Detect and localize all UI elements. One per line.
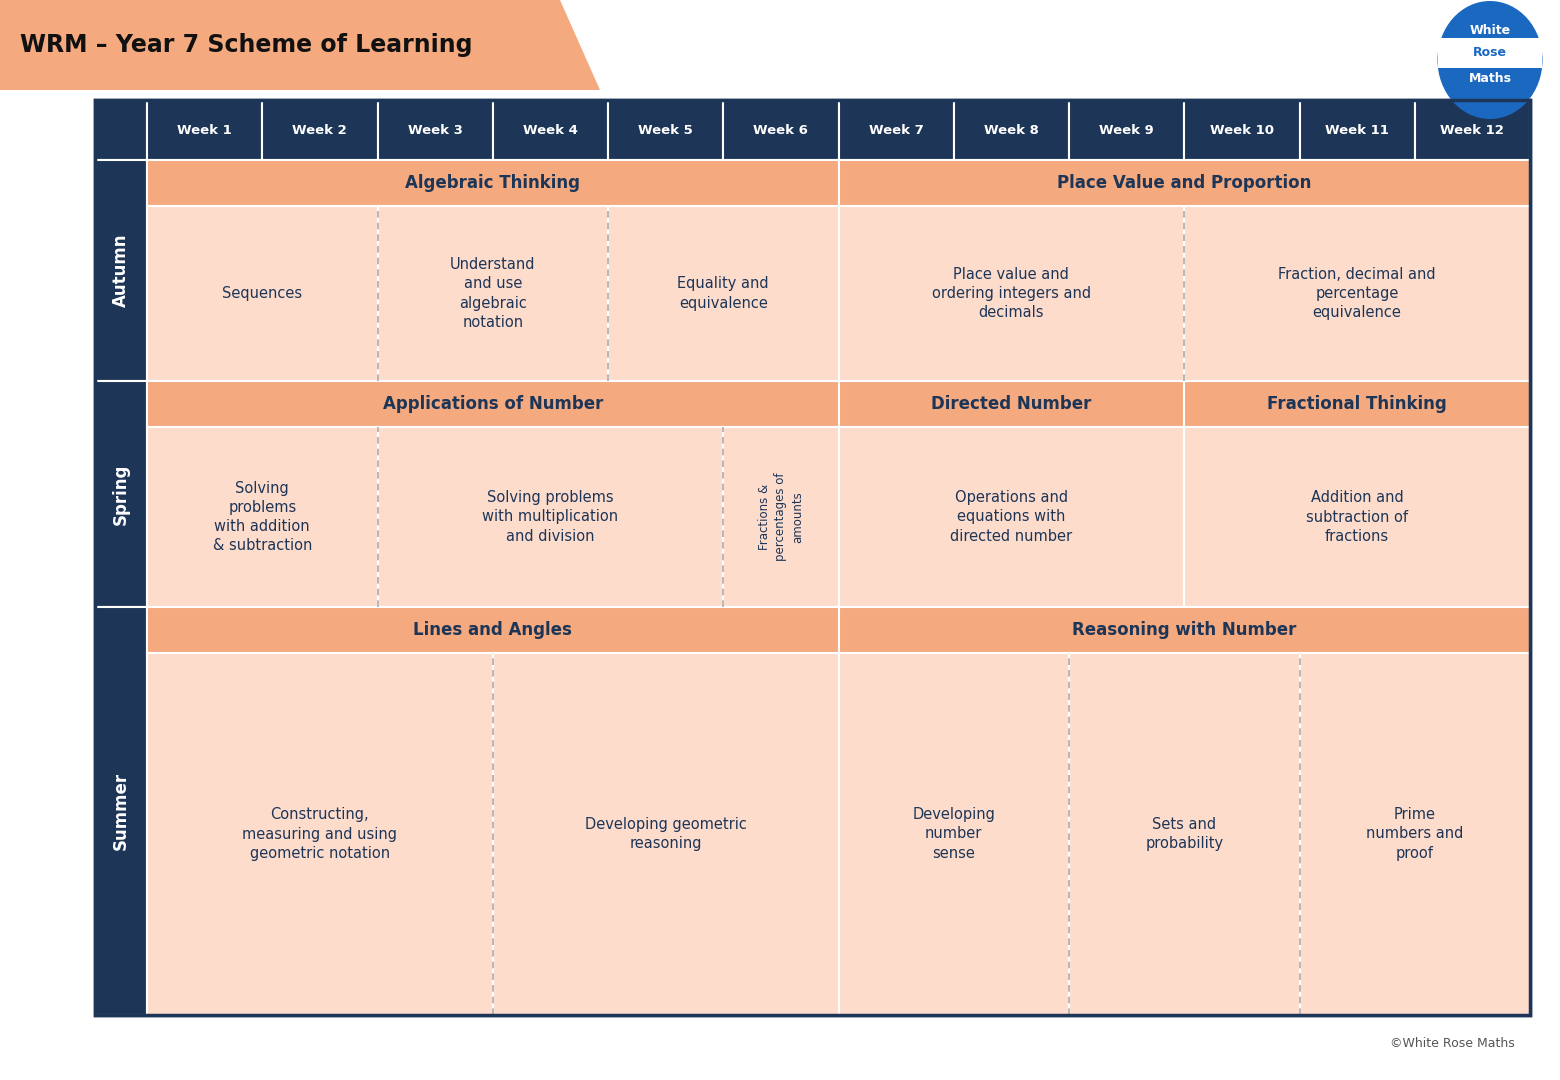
Text: Lines and Angles: Lines and Angles [413, 621, 573, 639]
Bar [95, 100, 147, 160]
Text: Fractional Thinking: Fractional Thinking [1267, 395, 1448, 413]
Text: Week 1: Week 1 [178, 123, 232, 136]
Bar [493, 100, 608, 160]
Bar [1415, 100, 1530, 160]
Text: Developing
number
sense: Developing number sense [913, 808, 995, 861]
Text: WRM – Year 7 Scheme of Learning: WRM – Year 7 Scheme of Learning [20, 33, 473, 57]
Text: Addition and
subtraction of
fractions: Addition and subtraction of fractions [1306, 490, 1409, 543]
Bar [378, 100, 493, 160]
Text: Week 7: Week 7 [869, 123, 924, 136]
Text: Week 9: Week 9 [1100, 123, 1154, 136]
Bar [1184, 381, 1530, 427]
Text: Directed Number: Directed Number [931, 395, 1092, 413]
Bar [95, 100, 1530, 1015]
Text: Sets and
probability: Sets and probability [1145, 816, 1223, 851]
Bar [724, 427, 839, 607]
Text: Reasoning with Number: Reasoning with Number [1072, 621, 1296, 639]
Text: Algebraic Thinking: Algebraic Thinking [406, 174, 580, 192]
Text: Week 11: Week 11 [1324, 123, 1388, 136]
Polygon shape [0, 0, 601, 90]
Bar [493, 653, 839, 1015]
Bar [147, 427, 378, 607]
Text: Week 12: Week 12 [1440, 123, 1504, 136]
Bar [147, 381, 839, 427]
Text: Understand
and use
algebraic
notation: Understand and use algebraic notation [449, 257, 535, 329]
Text: Week 4: Week 4 [523, 123, 577, 136]
Bar [95, 607, 147, 1015]
Text: Place value and
ordering integers and
decimals: Place value and ordering integers and de… [931, 267, 1090, 320]
Text: Operations and
equations with
directed number: Operations and equations with directed n… [950, 490, 1072, 543]
Bar [1299, 100, 1415, 160]
Bar [839, 160, 1530, 206]
Bar [1184, 100, 1299, 160]
Text: Developing geometric
reasoning: Developing geometric reasoning [585, 816, 747, 851]
Text: Rose: Rose [1473, 45, 1507, 58]
Bar [1299, 653, 1530, 1015]
Text: Week 6: Week 6 [753, 123, 808, 136]
Bar [839, 206, 1184, 381]
Text: White: White [1470, 24, 1510, 37]
Bar [147, 607, 839, 653]
Bar [839, 653, 1069, 1015]
Text: Week 5: Week 5 [638, 123, 693, 136]
Bar [1184, 206, 1530, 381]
Text: Week 3: Week 3 [407, 123, 463, 136]
Bar [953, 100, 1069, 160]
Text: Summer: Summer [112, 772, 129, 850]
Text: Fractions &
percentages of
amounts: Fractions & percentages of amounts [758, 473, 803, 562]
Text: Week 8: Week 8 [984, 123, 1039, 136]
Text: Week 10: Week 10 [1211, 123, 1275, 136]
Bar [1069, 100, 1184, 160]
Bar [608, 206, 839, 381]
Ellipse shape [1437, 1, 1543, 119]
Bar [839, 607, 1530, 653]
Bar [95, 381, 147, 607]
Text: Prime
numbers and
proof: Prime numbers and proof [1367, 808, 1463, 861]
Bar [95, 100, 1530, 1015]
Text: Fraction, decimal and
percentage
equivalence: Fraction, decimal and percentage equival… [1278, 267, 1435, 320]
Bar [378, 427, 724, 607]
Text: Solving
problems
with addition
& subtraction: Solving problems with addition & subtrac… [212, 481, 312, 553]
Text: Spring: Spring [112, 463, 129, 525]
Text: ©White Rose Maths: ©White Rose Maths [1390, 1037, 1515, 1050]
Text: Place Value and Proportion: Place Value and Proportion [1058, 174, 1312, 192]
Bar [95, 160, 147, 381]
Bar [1184, 427, 1530, 607]
Bar [1069, 653, 1299, 1015]
Bar [608, 100, 724, 160]
Bar [147, 160, 839, 206]
Text: Equality and
equivalence: Equality and equivalence [677, 276, 769, 311]
Bar [839, 100, 953, 160]
Text: Solving problems
with multiplication
and division: Solving problems with multiplication and… [482, 490, 618, 543]
Bar [839, 427, 1184, 607]
Bar [1438, 38, 1541, 68]
Bar [724, 100, 839, 160]
Text: Maths: Maths [1468, 71, 1512, 84]
Bar [262, 100, 378, 160]
Bar [147, 100, 262, 160]
Bar [147, 653, 493, 1015]
Text: Applications of Number: Applications of Number [382, 395, 602, 413]
Bar [378, 206, 608, 381]
Text: Autumn: Autumn [112, 233, 129, 307]
Text: Constructing,
measuring and using
geometric notation: Constructing, measuring and using geomet… [242, 808, 398, 861]
Text: Week 2: Week 2 [293, 123, 348, 136]
Bar [839, 381, 1184, 427]
Bar [147, 206, 378, 381]
Text: Sequences: Sequences [222, 286, 303, 301]
